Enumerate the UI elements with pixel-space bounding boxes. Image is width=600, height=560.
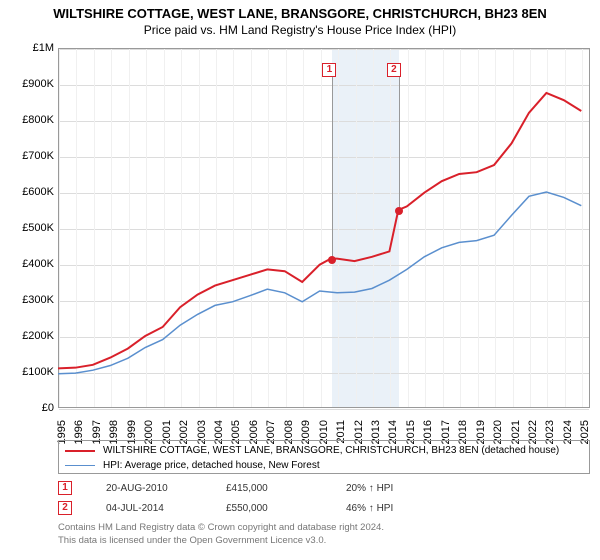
y-axis-label: £1M bbox=[33, 42, 54, 54]
event-delta: 46% ↑ HPI bbox=[346, 503, 466, 514]
chart-subtitle: Price paid vs. HM Land Registry's House … bbox=[0, 21, 600, 37]
event-marker-icon: 1 bbox=[58, 481, 72, 495]
event-price: £415,000 bbox=[226, 483, 346, 494]
attribution-footer: Contains HM Land Registry data © Crown c… bbox=[58, 522, 590, 548]
legend-label: HPI: Average price, detached house, New … bbox=[103, 460, 320, 471]
legend-item: HPI: Average price, detached house, New … bbox=[65, 458, 583, 473]
y-axis-label: £0 bbox=[42, 402, 54, 414]
y-axis-label: £800K bbox=[22, 114, 54, 126]
event-delta: 20% ↑ HPI bbox=[346, 483, 466, 494]
chart-title: WILTSHIRE COTTAGE, WEST LANE, BRANSGORE,… bbox=[0, 0, 600, 21]
event-row: 2 04-JUL-2014 £550,000 46% ↑ HPI bbox=[58, 498, 590, 518]
y-axis-label: £600K bbox=[22, 186, 54, 198]
y-axis-label: £200K bbox=[22, 330, 54, 342]
legend-item: WILTSHIRE COTTAGE, WEST LANE, BRANSGORE,… bbox=[65, 443, 583, 458]
series-property bbox=[58, 93, 581, 368]
event-price: £550,000 bbox=[226, 503, 346, 514]
footer-line: This data is licensed under the Open Gov… bbox=[58, 535, 590, 548]
y-axis-label: £700K bbox=[22, 150, 54, 162]
series-hpi bbox=[58, 192, 581, 374]
gridline-h bbox=[59, 409, 589, 410]
legend-label: WILTSHIRE COTTAGE, WEST LANE, BRANSGORE,… bbox=[103, 445, 559, 456]
y-axis-label: £400K bbox=[22, 258, 54, 270]
y-axis-label: £500K bbox=[22, 222, 54, 234]
event-date: 04-JUL-2014 bbox=[106, 503, 226, 514]
event-row: 1 20-AUG-2010 £415,000 20% ↑ HPI bbox=[58, 478, 590, 498]
y-axis-label: £900K bbox=[22, 78, 54, 90]
event-table: 1 20-AUG-2010 £415,000 20% ↑ HPI 2 04-JU… bbox=[58, 478, 590, 518]
chart-plot-area: 12 £0£100K£200K£300K£400K£500K£600K£700K… bbox=[58, 48, 590, 408]
y-axis-label: £300K bbox=[22, 294, 54, 306]
chart-legend: WILTSHIRE COTTAGE, WEST LANE, BRANSGORE,… bbox=[58, 440, 590, 474]
footer-line: Contains HM Land Registry data © Crown c… bbox=[58, 522, 590, 535]
event-date: 20-AUG-2010 bbox=[106, 483, 226, 494]
y-axis-label: £100K bbox=[22, 366, 54, 378]
event-marker-icon: 2 bbox=[58, 501, 72, 515]
